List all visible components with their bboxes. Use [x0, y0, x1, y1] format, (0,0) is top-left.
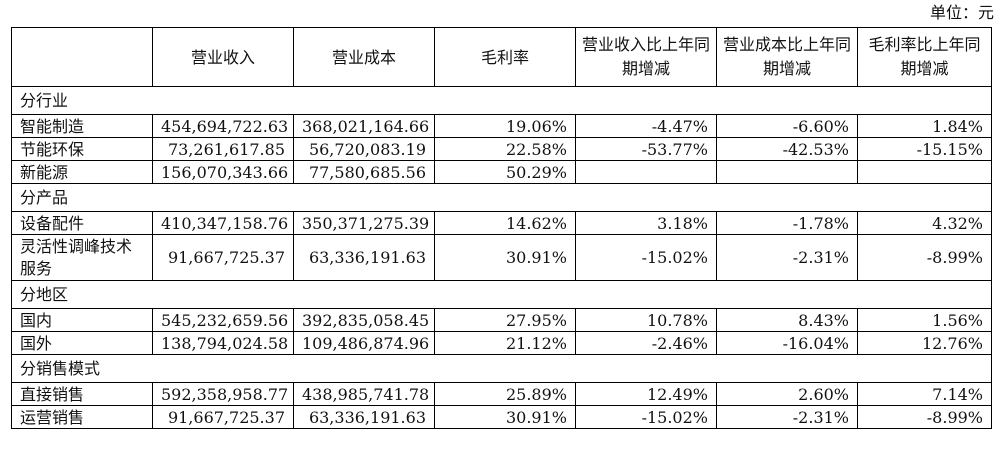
table-cell: -1.78% [716, 211, 858, 235]
table-row: 运营销售 91,667,725.37 63,336,191.63 30.91% -15.… [11, 405, 992, 429]
section-title: 分销售模式 [11, 354, 992, 383]
row-label: 国内 [11, 308, 153, 332]
table-cell: 56,720,083.19 [293, 137, 435, 161]
table-cell: -6.60% [716, 114, 858, 138]
row-label: 直接销售 [11, 382, 153, 406]
table-cell: 12.49% [575, 382, 717, 406]
header-cell-margin-yoy: 毛利率比上年同期增减 [857, 27, 992, 87]
row-label: 新能源 [11, 160, 153, 184]
table-cell: 156,070,343.66 [152, 160, 294, 184]
table-cell: 454,694,722.63 [152, 114, 294, 138]
row-label: 智能制造 [11, 114, 153, 138]
table-cell: -8.99% [857, 234, 992, 281]
table-cell: 27.95% [434, 308, 576, 332]
header-row: 营业收入 营业成本 毛利率 营业收入比上年同期增减 营业成本比上年同期增减 毛利… [11, 27, 992, 87]
table-cell: -4.47% [575, 114, 717, 138]
section-row: 分销售模式 [11, 354, 992, 383]
table-cell: -15.02% [575, 234, 717, 281]
table-cell: 2.60% [716, 382, 858, 406]
section-title: 分行业 [11, 86, 992, 115]
table-cell: 63,336,191.63 [293, 405, 435, 429]
row-label: 设备配件 [11, 211, 153, 235]
table-cell: -8.99% [857, 405, 992, 429]
table-cell: 368,021,164.66 [293, 114, 435, 138]
table-body: 营业收入 营业成本 毛利率 营业收入比上年同期增减 营业成本比上年同期增减 毛利… [11, 27, 992, 429]
unit-label: 单位：元 [929, 3, 994, 22]
header-cell-cost: 营业成本 [293, 27, 435, 87]
table-cell: 392,835,058.45 [293, 308, 435, 332]
table-cell: 91,667,725.37 [152, 405, 294, 429]
table-cell: 12.76% [857, 331, 992, 355]
row-label: 节能环保 [11, 137, 153, 161]
table-cell: 109,486,874.96 [293, 331, 435, 355]
table-cell: -15.15% [857, 137, 992, 161]
table-cell: 25.89% [434, 382, 576, 406]
table-cell: 77,580,685.56 [293, 160, 435, 184]
table-cell: 350,371,275.39 [293, 211, 435, 235]
table-cell: 1.84% [857, 114, 992, 138]
table-cell: 14.62% [434, 211, 576, 235]
table-cell: -16.04% [716, 331, 858, 355]
table-cell: 4.32% [857, 211, 992, 235]
table-cell: 22.58% [434, 137, 576, 161]
financial-table: 营业收入 营业成本 毛利率 营业收入比上年同期增减 营业成本比上年同期增减 毛利… [11, 27, 992, 429]
table-cell: 91,667,725.37 [152, 234, 294, 281]
table-cell: 30.91% [434, 405, 576, 429]
section-row: 分地区 [11, 280, 992, 309]
table-cell: 8.43% [716, 308, 858, 332]
table-cell [575, 160, 717, 184]
header-cell-cost-yoy: 营业成本比上年同期增减 [716, 27, 858, 87]
table-cell [857, 160, 992, 184]
table-cell: 7.14% [857, 382, 992, 406]
table-cell: 1.56% [857, 308, 992, 332]
table-row: 国内 545,232,659.56 392,835,058.45 27.95% 10.7… [11, 308, 992, 332]
section-row: 分产品 [11, 183, 992, 212]
table-row: 新能源 156,070,343.66 77,580,685.56 50.29% [11, 160, 992, 184]
table-row: 灵活性调峰技术服务 91,667,725.37 63,336,191.63 30.91… [11, 234, 992, 281]
header-cell-blank [11, 27, 153, 87]
row-label: 运营销售 [11, 405, 153, 429]
table-cell: 73,261,617.85 [152, 137, 294, 161]
header-cell-revenue-yoy: 营业收入比上年同期增减 [575, 27, 717, 87]
row-label: 国外 [11, 331, 153, 355]
section-title: 分地区 [11, 280, 992, 309]
header-cell-gross-margin: 毛利率 [434, 27, 576, 87]
table-row: 直接销售 592,358,958.77 438,985,741.78 25.89% 12… [11, 382, 992, 406]
row-label: 灵活性调峰技术服务 [11, 234, 153, 281]
table-row: 国外 138,794,024.58 109,486,874.96 21.12% -2.4… [11, 331, 992, 355]
table-cell [716, 160, 858, 184]
table-cell: 10.78% [575, 308, 717, 332]
table-cell: -2.31% [716, 234, 858, 281]
table-cell: -53.77% [575, 137, 717, 161]
table-cell: 138,794,024.58 [152, 331, 294, 355]
table-row: 节能环保 73,261,617.85 56,720,083.19 22.58% -53.… [11, 137, 992, 161]
table-cell: -2.31% [716, 405, 858, 429]
table-cell: -15.02% [575, 405, 717, 429]
section-row: 分行业 [11, 86, 992, 115]
table-cell: 63,336,191.63 [293, 234, 435, 281]
table-row: 设备配件 410,347,158.76 350,371,275.39 14.62% 3.… [11, 211, 992, 235]
header-cell-revenue: 营业收入 [152, 27, 294, 87]
table-row: 智能制造 454,694,722.63 368,021,164.66 19.06% -4… [11, 114, 992, 138]
table-cell: -42.53% [716, 137, 858, 161]
table-cell: -2.46% [575, 331, 717, 355]
table-cell: 410,347,158.76 [152, 211, 294, 235]
table-cell: 438,985,741.78 [293, 382, 435, 406]
table-cell: 19.06% [434, 114, 576, 138]
table-cell: 50.29% [434, 160, 576, 184]
table-cell: 3.18% [575, 211, 717, 235]
section-title: 分产品 [11, 183, 992, 212]
table-cell: 30.91% [434, 234, 576, 281]
table-cell: 21.12% [434, 331, 576, 355]
table-cell: 592,358,958.77 [152, 382, 294, 406]
table-cell: 545,232,659.56 [152, 308, 294, 332]
